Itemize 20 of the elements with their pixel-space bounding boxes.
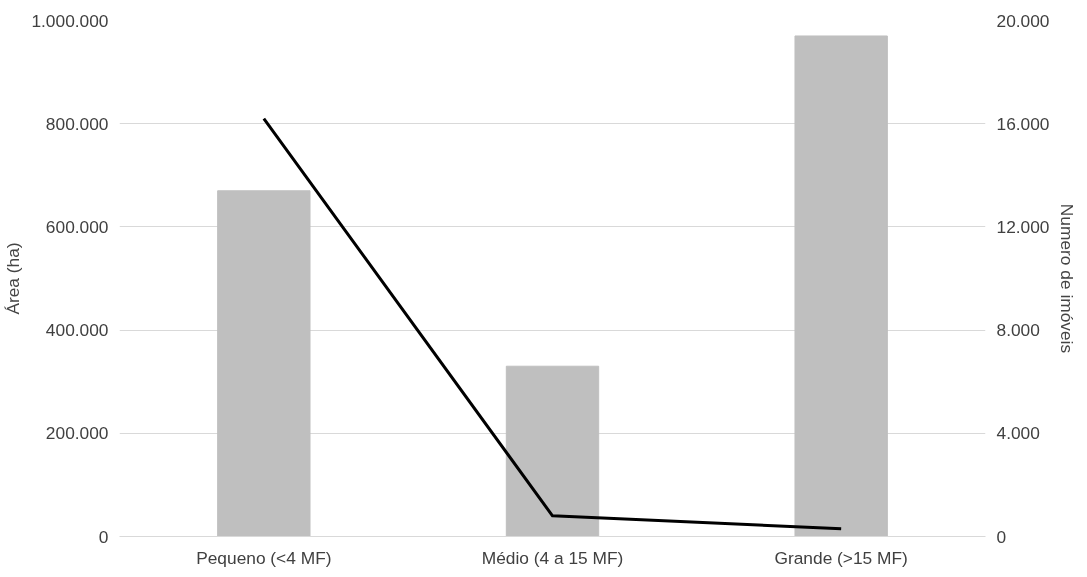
y2-axis-title: Numero de imóveis xyxy=(1057,203,1078,354)
y-axis-title: Área (ha) xyxy=(3,242,24,315)
y2-tick-label: 0 xyxy=(996,526,1007,547)
y-tick-label: 0 xyxy=(98,526,109,547)
y2-tick-label: 12.000 xyxy=(996,216,1050,237)
y2-tick-label: 8.000 xyxy=(996,320,1040,341)
x-tick-label: Médio (4 a 15 MF) xyxy=(481,547,624,568)
y-tick-label: 1.000.000 xyxy=(31,10,109,31)
y-tick-label: 600.000 xyxy=(45,216,109,237)
bar xyxy=(505,365,600,537)
y2-tick-label: 4.000 xyxy=(996,423,1040,444)
x-tick-label: Grande (>15 MF) xyxy=(774,547,908,568)
y-tick-label: 400.000 xyxy=(45,320,109,341)
y-tick-label: 800.000 xyxy=(45,113,109,134)
y-tick-label: 200.000 xyxy=(45,423,109,444)
y2-tick-label: 20.000 xyxy=(996,10,1050,31)
y2-tick-label: 16.000 xyxy=(996,113,1050,134)
x-tick-label: Pequeno (<4 MF) xyxy=(196,547,332,568)
bar xyxy=(217,190,311,537)
bar xyxy=(794,35,888,537)
